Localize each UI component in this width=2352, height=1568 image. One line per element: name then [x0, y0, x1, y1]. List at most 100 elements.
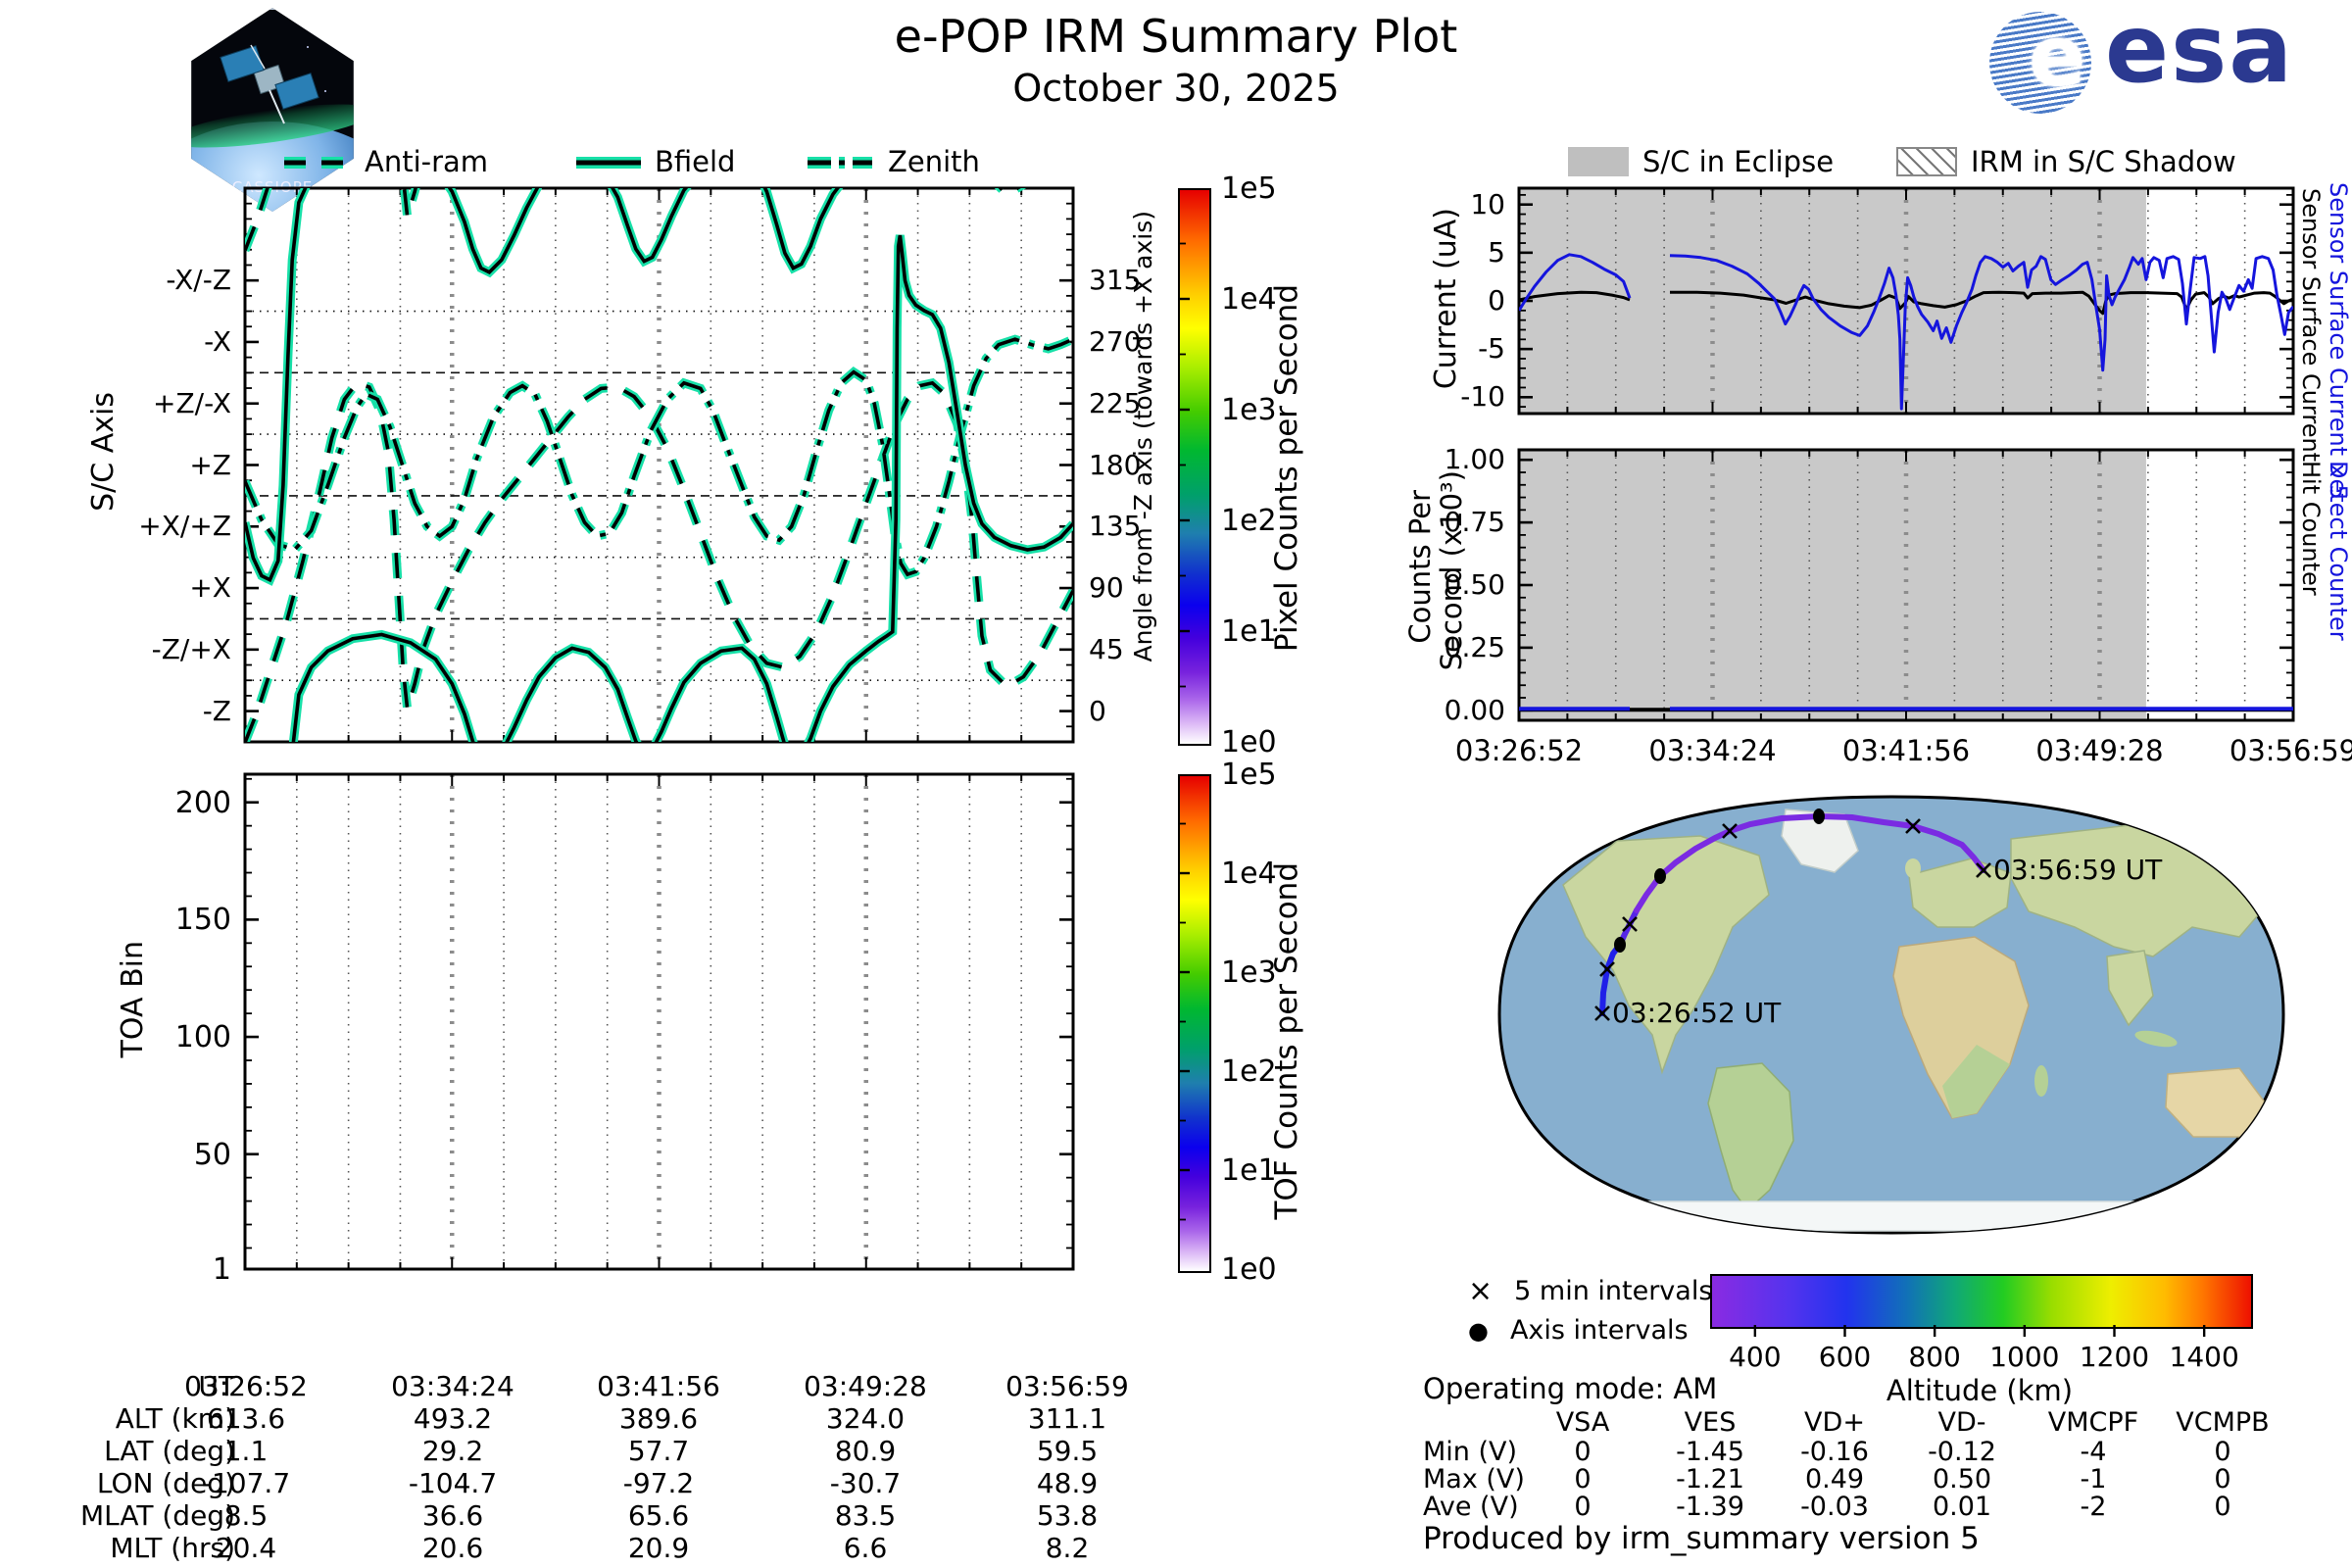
ephemeris-value: 1.1: [223, 1435, 269, 1467]
voltage-row-label: Min (V): [1423, 1437, 1518, 1467]
voltage-value: -0.12: [1928, 1437, 1996, 1467]
map-legend-axis-label: Axis intervals: [1509, 1315, 1689, 1346]
ephemeris-row-label: LON (deg): [96, 1467, 235, 1499]
time-xtick: 03:49:28: [2035, 734, 2164, 767]
altitude-tick: 400: [1729, 1341, 1782, 1373]
toa-ytick: 200: [174, 785, 231, 820]
sc-ytick-left: +X: [189, 571, 231, 605]
ephemeris-value: 6.6: [843, 1532, 888, 1564]
ephemeris-value: 8.5: [223, 1499, 269, 1532]
counts-ytick: 0.75: [1444, 506, 1505, 539]
legend-anti-ram: Anti-ram: [365, 145, 489, 178]
voltage-value: -1.39: [1676, 1492, 1744, 1522]
ephemeris-value: 48.9: [1036, 1467, 1099, 1499]
altitude-colorbar: [1710, 1274, 2253, 1329]
voltage-value: 0: [2214, 1437, 2231, 1467]
sc-ytick-left: -X: [204, 324, 231, 358]
sc-ytick-right: 45: [1089, 632, 1124, 665]
voltage-col-header: VD-: [1937, 1407, 1986, 1438]
hatch-swatch: [1896, 147, 1957, 176]
sc-ytick-left: -Z/+X: [151, 632, 231, 665]
esa-globe-icon: [1989, 12, 2091, 114]
altitude-tick: 1400: [2169, 1341, 2239, 1373]
dot-marker-icon: ●: [1468, 1316, 1489, 1345]
ephemeris-value: -104.7: [408, 1467, 498, 1499]
time-xtick: 03:41:56: [1841, 734, 1971, 767]
ephemeris-value: -107.7: [201, 1467, 291, 1499]
ephemeris-value: 311.1: [1027, 1402, 1107, 1435]
tof-cbar-tick: 1e0: [1221, 1252, 1277, 1287]
satellite-icon: [220, 44, 319, 124]
esa-logo: e esa: [1989, 0, 2342, 125]
sc-ytick-right: 180: [1089, 448, 1142, 481]
pixel-cbar-tick: 1e0: [1221, 725, 1277, 760]
pixel-cbar-tick: 1e1: [1221, 614, 1277, 649]
altitude-bar-label: Altitude (km): [1886, 1374, 2074, 1407]
current-ytick: -5: [1478, 332, 1505, 366]
counts-ytick: 0.50: [1444, 568, 1505, 601]
pixel-cbar-tick: 1e3: [1221, 393, 1277, 427]
voltage-col-header: VCMPB: [2176, 1407, 2270, 1438]
pixel-counts-colorbar: [1178, 188, 1211, 746]
voltage-col-header: VD+: [1804, 1407, 1865, 1438]
sc-ytick-right: 315: [1089, 264, 1142, 297]
star-icon: [323, 89, 326, 92]
page-date: October 30, 2025: [1012, 67, 1340, 110]
ephemeris-value: 57.7: [627, 1435, 690, 1467]
ephemeris-value: 03:26:52: [184, 1370, 308, 1402]
world-map: [1497, 795, 2285, 1235]
ephemeris-row-label: MLAT (deg): [79, 1499, 235, 1532]
altitude-tick: 800: [1908, 1341, 1961, 1373]
toa-ytick: 1: [212, 1252, 231, 1287]
sc-ytick-left: -Z: [202, 694, 231, 727]
sc-ytick-right: 225: [1089, 386, 1142, 419]
map-legend-5min: × 5 min intervals: [1468, 1274, 1712, 1308]
tof-cbar-tick: 1e4: [1221, 857, 1277, 891]
voltage-value: 0: [1574, 1464, 1592, 1494]
time-xtick: 03:26:52: [1454, 734, 1584, 767]
ephemeris-value: 03:56:59: [1005, 1370, 1129, 1402]
altitude-tick: 1200: [2079, 1341, 2150, 1373]
ephemeris-value: 324.0: [825, 1402, 906, 1435]
ephemeris-value: 8.2: [1045, 1532, 1090, 1564]
orbit-track: [1594, 808, 1991, 1021]
tof-cbar-tick: 1e3: [1221, 956, 1277, 990]
tof-cbar-tick: 1e5: [1221, 758, 1277, 792]
current-ytick: 0: [1488, 284, 1505, 317]
pixel-cbar-tick: 1e5: [1221, 172, 1277, 206]
voltage-value: 0.49: [1804, 1464, 1865, 1494]
voltage-row-label: Max (V): [1423, 1464, 1525, 1494]
counts-ytick: 0.25: [1444, 630, 1505, 663]
sc-legend-lines: [284, 157, 872, 169]
voltage-value: -0.03: [1800, 1492, 1869, 1522]
map-legend-axis: ● Axis intervals: [1468, 1315, 1689, 1346]
voltage-value: 0.50: [1932, 1464, 1992, 1494]
page-title: e-POP IRM Summary Plot: [894, 10, 1458, 63]
track-start-label: 03:26:52 UT: [1612, 997, 1782, 1029]
ephemeris-row-label: LAT (deg): [104, 1435, 235, 1467]
ephemeris-value: -30.7: [829, 1467, 902, 1499]
legend-bfield: Bfield: [655, 145, 736, 178]
voltage-col-header: VSA: [1555, 1407, 1610, 1438]
voltage-value: -1.45: [1676, 1437, 1744, 1467]
ephemeris-value: 65.6: [627, 1499, 690, 1532]
tof-counts-colorbar: [1178, 774, 1211, 1273]
voltage-value: 0: [1574, 1492, 1592, 1522]
sc-ytick-right: 0: [1089, 694, 1106, 727]
voltage-value: 0: [1574, 1437, 1592, 1467]
pixel-cbar-tick: 1e2: [1221, 504, 1277, 538]
current-ytick: 10: [1470, 187, 1505, 220]
toa-ytick: 150: [174, 903, 231, 938]
altitude-tick: 1000: [1989, 1341, 2060, 1373]
sc-ytick-left: +X/+Z: [138, 510, 231, 543]
toa-ytick: 50: [193, 1137, 231, 1172]
sensor-current-x5-label: Sensor Surface Current x 5: [2325, 182, 2352, 500]
voltage-value: -0.16: [1800, 1437, 1869, 1467]
sc-ytick-right: 135: [1089, 510, 1142, 543]
eclipse-legend-item: S/C in Eclipse: [1568, 145, 1834, 178]
ephemeris-row-label: MLT (hrs): [110, 1532, 235, 1564]
ephemeris-value: 613.6: [206, 1402, 286, 1435]
sc-ytick-right: 270: [1089, 324, 1142, 358]
ephemeris-value: 03:41:56: [597, 1370, 720, 1402]
